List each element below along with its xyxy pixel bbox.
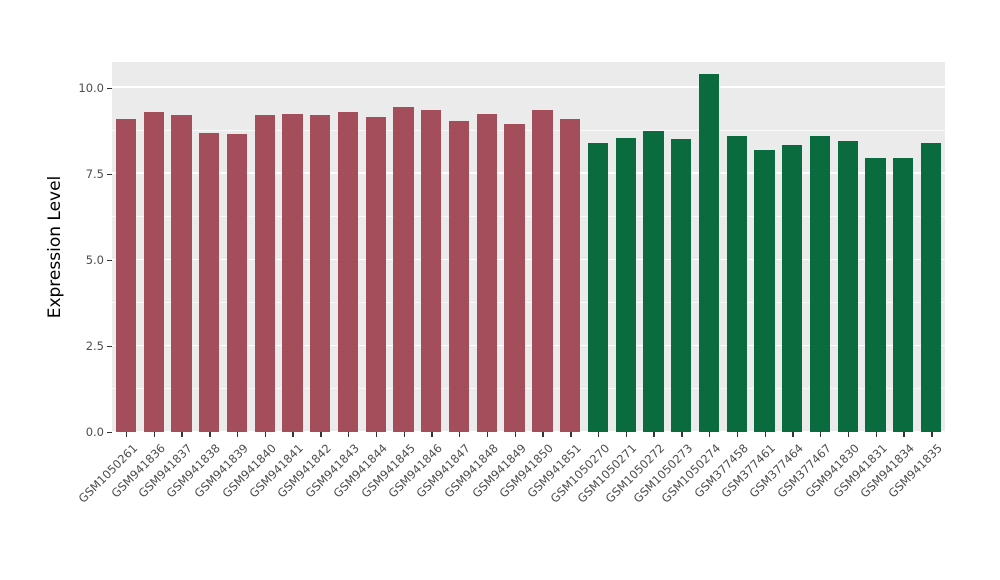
x-tick-mark <box>570 432 572 437</box>
y-tick-mark <box>107 259 112 262</box>
x-tick-mark <box>542 432 544 437</box>
minor-gridline <box>112 130 945 131</box>
minor-gridline <box>112 302 945 303</box>
major-gridline <box>112 172 945 174</box>
x-tick-mark <box>403 432 405 437</box>
x-tick-mark <box>736 432 739 437</box>
bar-GSM941834 <box>893 158 914 432</box>
y-tick-mark <box>107 432 112 434</box>
bar-GSM941844 <box>365 117 386 432</box>
bar-GSM1050261 <box>115 118 136 432</box>
bar-GSM1050272 <box>643 130 664 432</box>
major-gridline <box>112 430 945 432</box>
x-tick-mark <box>514 432 516 437</box>
x-tick-mark <box>875 432 877 437</box>
bar-GSM941831 <box>865 158 886 432</box>
bar-GSM377461 <box>754 149 775 432</box>
x-tick-mark <box>125 432 128 437</box>
x-tick-mark <box>820 432 822 437</box>
y-tick-mark <box>107 345 112 348</box>
bar-GSM1050273 <box>671 139 692 432</box>
major-gridline <box>112 86 945 88</box>
x-tick-mark <box>292 432 294 437</box>
x-tick-mark <box>486 432 489 437</box>
y-axis-title: Expression Level <box>45 175 65 319</box>
x-tick-mark <box>264 432 267 437</box>
x-tick-mark <box>181 432 183 437</box>
x-tick-mark <box>903 432 905 437</box>
x-tick-mark <box>209 432 211 437</box>
minor-gridline <box>112 388 945 389</box>
x-tick-mark <box>431 432 433 437</box>
bar-GSM941830 <box>837 141 858 432</box>
minor-gridline <box>112 216 945 217</box>
x-tick-mark <box>348 432 350 437</box>
bar-GSM941840 <box>254 115 275 432</box>
bar-GSM941848 <box>476 113 497 432</box>
x-tick-mark <box>931 432 933 437</box>
x-tick-mark <box>708 432 711 437</box>
y-tick-mark <box>107 173 112 176</box>
bar-GSM941837 <box>171 115 192 432</box>
plot-panel <box>112 62 945 432</box>
y-tick-label: 10.0 <box>78 80 104 95</box>
y-tick-label: 7.5 <box>85 166 104 181</box>
bar-GSM1050270 <box>587 142 609 432</box>
bar-GSM941835 <box>920 142 942 432</box>
bar-GSM941836 <box>143 111 164 432</box>
bar-GSM941846 <box>421 110 442 432</box>
bar-GSM941851 <box>560 118 581 432</box>
bar-GSM941845 <box>393 106 414 432</box>
bar-GSM377458 <box>726 136 747 432</box>
y-tick-label: 2.5 <box>85 338 104 353</box>
bar-GSM1050274 <box>698 74 720 432</box>
bar-GSM941843 <box>337 111 359 432</box>
bar-GSM377464 <box>782 144 803 432</box>
x-tick-mark <box>236 432 239 437</box>
x-tick-mark <box>320 432 322 437</box>
x-tick-mark <box>597 432 600 437</box>
bar-GSM941842 <box>310 115 331 432</box>
x-tick-mark <box>653 432 655 437</box>
major-gridline <box>112 344 945 346</box>
major-gridline <box>112 258 945 260</box>
bar-GSM941839 <box>226 134 248 432</box>
x-tick-mark <box>153 432 156 437</box>
bar-GSM941841 <box>282 113 303 432</box>
x-tick-mark <box>459 432 461 437</box>
y-tick-label: 0.0 <box>85 425 104 439</box>
bar-GSM941847 <box>448 120 470 432</box>
y-tick-label: 5.0 <box>85 252 104 267</box>
bar-GSM941850 <box>532 110 553 432</box>
bar-GSM941838 <box>199 132 220 432</box>
x-tick-mark <box>625 432 628 437</box>
x-tick-mark <box>375 432 378 437</box>
bar-GSM1050271 <box>615 137 636 432</box>
x-tick-mark <box>792 432 794 437</box>
bar-GSM377467 <box>809 136 831 432</box>
y-tick-mark <box>107 87 112 90</box>
x-tick-mark <box>681 432 683 437</box>
x-tick-mark <box>847 432 850 437</box>
x-tick-mark <box>764 432 766 437</box>
bar-GSM941849 <box>504 123 525 432</box>
